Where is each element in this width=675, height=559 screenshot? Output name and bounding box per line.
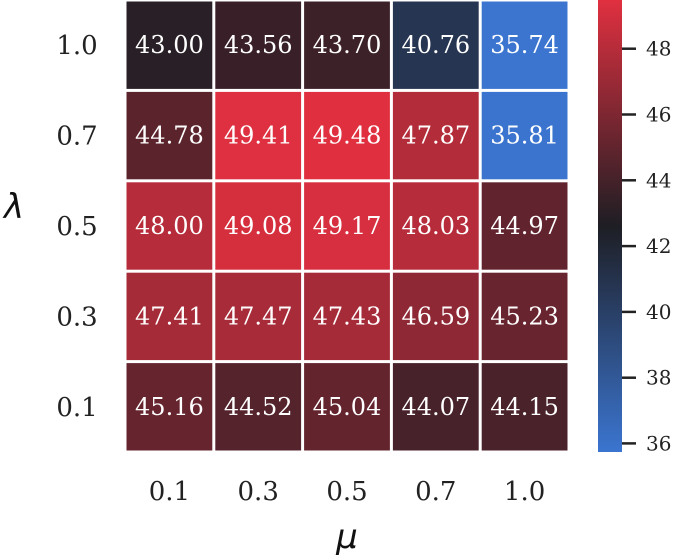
heatmap-cell: [126, 1, 213, 89]
heatmap-cell: [126, 272, 213, 361]
x-tick-labels: 0.1 0.3 0.5 0.7 1.0: [149, 477, 546, 507]
heatmap-cell: [215, 182, 302, 270]
y-tick-labels: 1.0 0.7 0.5 0.3 0.1: [56, 31, 97, 423]
x-axis-title: μ: [335, 517, 358, 557]
heatmap-cell: [481, 91, 568, 180]
cell-value-label: 35.74: [490, 31, 559, 59]
cell-value-label: 43.70: [313, 31, 382, 59]
cell-value-label: 47.43: [313, 302, 382, 330]
colorbar: [598, 0, 622, 452]
heatmap-cell: [481, 182, 568, 270]
heatmap-cell: [304, 363, 390, 451]
y-tick-label: 0.7: [56, 122, 97, 152]
heatmap-cells: 43.00 43.56 43.70 40.76 35.74 44.78 49.41 49.48…: [126, 1, 568, 451]
heatmap-cell: [126, 363, 213, 451]
cell-value-label: 44.15: [490, 393, 559, 421]
cell-value-label: 49.41: [224, 122, 293, 150]
x-tick-label: 0.7: [415, 477, 456, 507]
colorbar-tick-label: 40: [646, 300, 671, 324]
cell-value-label: 47.41: [135, 302, 204, 330]
heatmap-cell: [126, 91, 213, 180]
x-tick-label: 1.0: [504, 477, 545, 507]
cell-value-label: 48.00: [135, 212, 204, 240]
cell-value-label: 44.97: [490, 212, 559, 240]
x-tick-label: 0.1: [149, 477, 190, 507]
y-tick-label: 0.3: [56, 302, 97, 332]
heatmap-cell: [481, 1, 568, 89]
cell-value-label: 35.81: [490, 122, 559, 150]
heatmap-cell: [392, 363, 479, 451]
colorbar-ticks: 36 38 40 42 44 46 48: [622, 37, 671, 455]
heatmap-cell: [215, 272, 302, 361]
cell-value-label: 45.16: [135, 393, 204, 421]
heatmap-cell: [215, 91, 302, 180]
colorbar-tick-label: 36: [646, 431, 671, 455]
heatmap-cell: [215, 1, 302, 89]
cell-value-label: 43.56: [224, 31, 293, 59]
colorbar-tick-label: 44: [646, 168, 671, 192]
heatmap-cell: [392, 182, 479, 270]
y-axis-title: λ: [2, 187, 24, 227]
heatmap-cell: [215, 363, 302, 451]
cell-value-label: 47.87: [401, 122, 470, 150]
cell-value-label: 44.07: [401, 393, 470, 421]
x-tick-label: 0.5: [326, 477, 367, 507]
cell-value-label: 47.47: [224, 302, 293, 330]
heatmap-cell: [126, 182, 213, 270]
heatmap-cell: [304, 91, 390, 180]
cell-value-label: 49.08: [224, 212, 293, 240]
y-tick-label: 0.5: [56, 212, 97, 242]
cell-value-label: 44.78: [135, 122, 204, 150]
heatmap-cell: [392, 1, 479, 89]
heatmap-cell: [392, 91, 479, 180]
cell-value-label: 43.00: [135, 31, 204, 59]
colorbar-tick-label: 42: [646, 234, 671, 258]
cell-value-label: 45.23: [490, 302, 559, 330]
colorbar-tick-label: 48: [646, 37, 671, 61]
heatmap-cell: [304, 1, 390, 89]
heatmap-cell: [481, 363, 568, 451]
heatmap-cell: [304, 272, 390, 361]
colorbar-tick-label: 38: [646, 366, 671, 390]
heatmap-cell: [481, 272, 568, 361]
cell-value-label: 45.04: [313, 393, 382, 421]
cell-value-label: 49.17: [313, 212, 382, 240]
cell-value-label: 46.59: [401, 302, 470, 330]
cell-value-label: 40.76: [401, 31, 470, 59]
heatmap-cell: [392, 272, 479, 361]
y-tick-label: 0.1: [56, 393, 97, 423]
cell-value-label: 44.52: [224, 393, 293, 421]
cell-value-label: 48.03: [401, 212, 470, 240]
x-tick-label: 0.3: [238, 477, 279, 507]
cell-value-label: 49.48: [313, 122, 382, 150]
heatmap-cell: [304, 182, 390, 270]
colorbar-tick-label: 46: [646, 103, 671, 127]
y-tick-label: 1.0: [56, 31, 97, 61]
